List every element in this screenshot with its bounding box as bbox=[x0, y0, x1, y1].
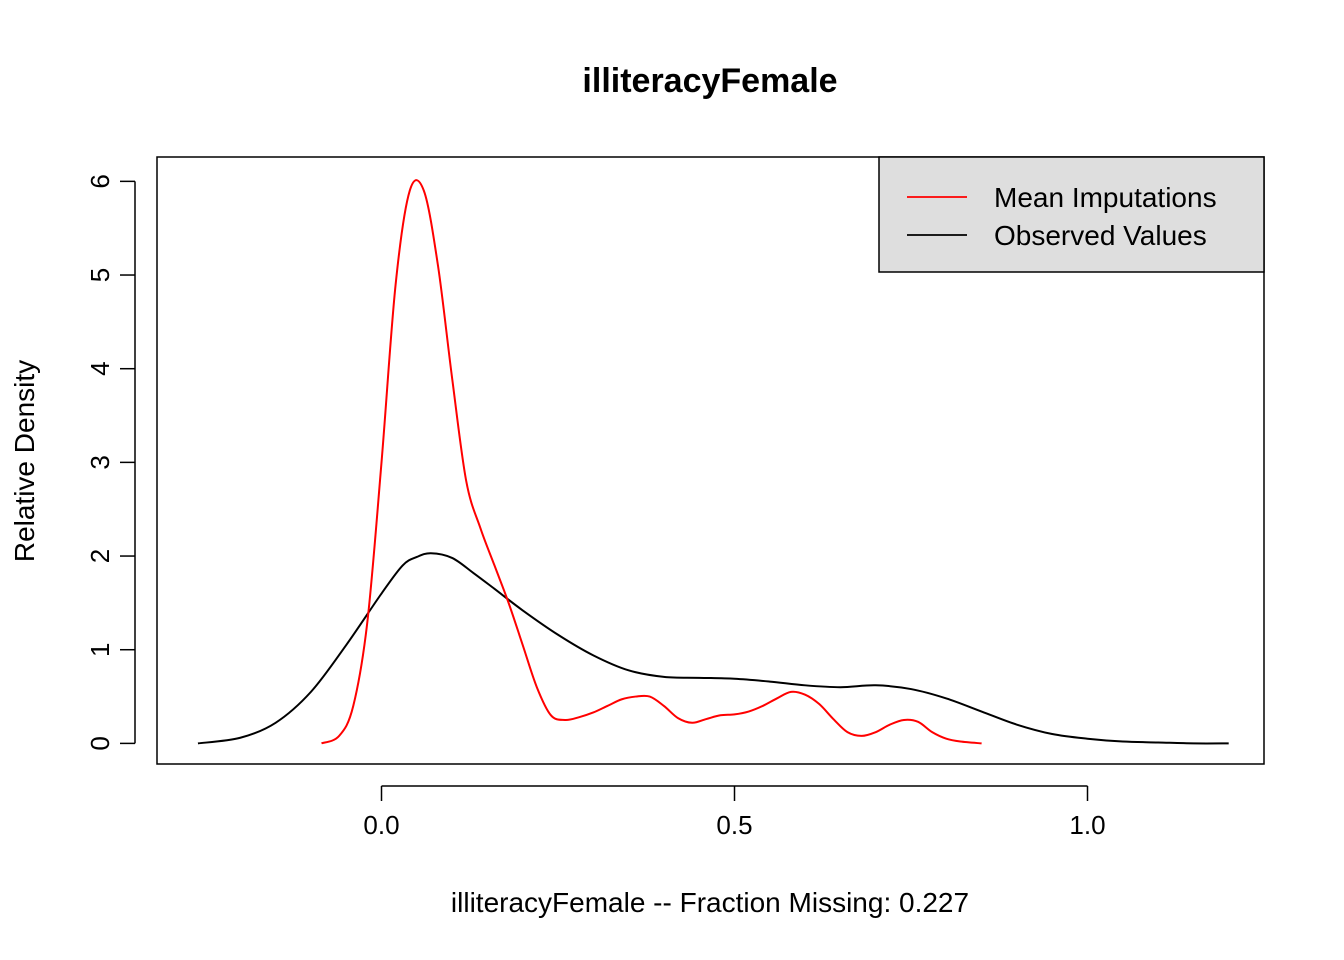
y-axis: 0 1 2 3 4 5 6 bbox=[85, 174, 136, 751]
chart-title: illiteracyFemale bbox=[582, 62, 837, 100]
y-tick-label: 4 bbox=[85, 361, 115, 375]
y-tick-label: 6 bbox=[85, 174, 115, 188]
y-tick-label: 5 bbox=[85, 268, 115, 282]
legend-label-observed-values: Observed Values bbox=[994, 220, 1207, 251]
legend-box bbox=[878, 156, 1265, 273]
y-axis-label: Relative Density bbox=[9, 360, 40, 562]
x-tick-label: 0.5 bbox=[716, 810, 752, 840]
y-tick-label: 3 bbox=[85, 455, 115, 469]
y-tick-label: 1 bbox=[85, 642, 115, 656]
x-axis-label: illiteracyFemale -- Fraction Missing: 0.… bbox=[451, 887, 969, 918]
plot-frame bbox=[156, 156, 1265, 765]
series-line-observed-values bbox=[197, 552, 1229, 745]
x-tick-label: 0.0 bbox=[363, 810, 399, 840]
x-tick-label: 1.0 bbox=[1069, 810, 1105, 840]
series-line-mean-imputations bbox=[321, 179, 982, 745]
y-tick-label: 2 bbox=[85, 549, 115, 563]
legend: Mean Imputations Observed Values bbox=[878, 156, 1265, 273]
x-axis: 0.0 0.5 1.0 bbox=[363, 785, 1106, 840]
legend-label-mean-imputations: Mean Imputations bbox=[994, 182, 1217, 213]
y-tick-label: 0 bbox=[85, 736, 115, 750]
